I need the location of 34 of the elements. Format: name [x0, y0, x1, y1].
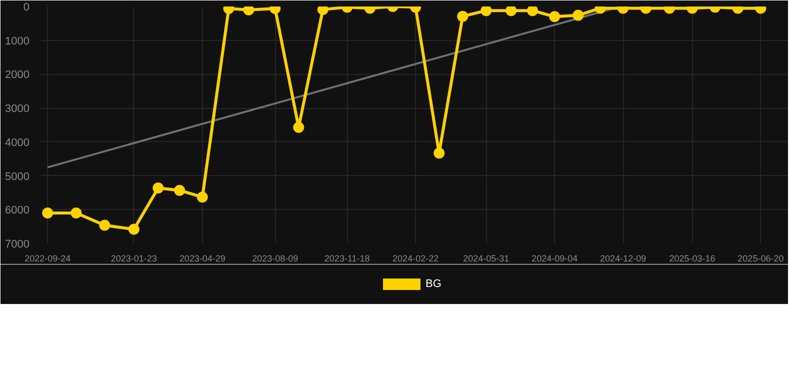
- point: [317, 6, 328, 16]
- y-tick-label: 3000: [5, 103, 30, 116]
- x-tick-label: 2025-03-16: [669, 254, 716, 264]
- y-tick-label: 0: [23, 2, 30, 14]
- y-tick-label: 2000: [5, 69, 30, 82]
- point: [506, 6, 517, 16]
- point: [174, 184, 186, 196]
- x-tick-label: 2025-06-20: [738, 254, 784, 264]
- x-tick-label: 2024-02-22: [392, 254, 439, 264]
- y-tick-label: 7000: [5, 238, 30, 250]
- x-tick-label: 2023-08-09: [252, 254, 298, 264]
- y-tick-label: 5000: [5, 170, 30, 183]
- x-tick-label: 2023-11-18: [324, 254, 370, 264]
- point: [42, 208, 54, 219]
- x-tick-label: 2023-04-29: [179, 254, 226, 264]
- point: [480, 6, 492, 16]
- x-tick-label: 2024-12-09: [600, 254, 646, 264]
- legend-label: BG: [426, 278, 442, 290]
- point: [434, 148, 445, 159]
- point: [99, 220, 110, 231]
- y-tick-label: 1000: [5, 35, 30, 48]
- point: [243, 6, 254, 16]
- x-tick-label: 2024-05-31: [463, 254, 510, 264]
- point: [196, 192, 208, 203]
- point: [527, 6, 538, 16]
- point: [293, 122, 304, 133]
- y-tick-label: 6000: [5, 204, 30, 217]
- point: [70, 208, 82, 219]
- y-tick-label: 4000: [5, 136, 30, 149]
- x-tick-label: 2022-09-24: [24, 254, 71, 264]
- x-tick-label: 2023-01-23: [110, 254, 157, 264]
- x-tick-label: 2024-09-04: [532, 254, 578, 264]
- point: [128, 224, 140, 235]
- point: [152, 182, 164, 194]
